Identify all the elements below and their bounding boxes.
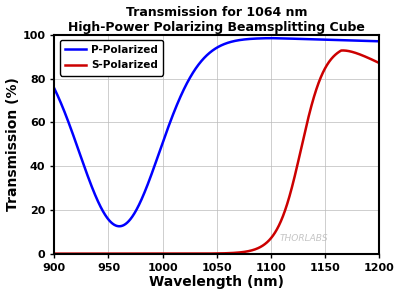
S-Polarized xyxy=(52,252,57,255)
P-Polarized xyxy=(370,39,375,43)
Text: THORLABS: THORLABS xyxy=(280,234,329,243)
P-Polarized xyxy=(108,220,113,224)
S-Polarized xyxy=(335,51,340,55)
P-Polarized xyxy=(377,40,382,43)
S-Polarized xyxy=(377,61,382,65)
S-Polarized xyxy=(176,252,181,255)
Legend: P-Polarized, S-Polarized: P-Polarized, S-Polarized xyxy=(60,40,163,76)
P-Polarized xyxy=(117,224,122,228)
X-axis label: Wavelength (nm): Wavelength (nm) xyxy=(149,276,284,289)
S-Polarized xyxy=(340,49,345,52)
Line: P-Polarized: P-Polarized xyxy=(54,38,379,226)
Line: S-Polarized: S-Polarized xyxy=(54,50,379,254)
P-Polarized xyxy=(191,71,196,74)
S-Polarized xyxy=(190,252,195,255)
P-Polarized xyxy=(176,98,181,102)
Title: Transmission for 1064 nm
High-Power Polarizing Beamsplitting Cube: Transmission for 1064 nm High-Power Pola… xyxy=(68,6,365,34)
P-Polarized xyxy=(268,36,273,40)
S-Polarized xyxy=(108,252,113,255)
P-Polarized xyxy=(52,87,57,90)
P-Polarized xyxy=(89,184,94,187)
S-Polarized xyxy=(89,252,94,255)
Y-axis label: Transmission (%): Transmission (%) xyxy=(6,77,20,211)
S-Polarized xyxy=(370,58,375,62)
P-Polarized xyxy=(336,38,340,42)
